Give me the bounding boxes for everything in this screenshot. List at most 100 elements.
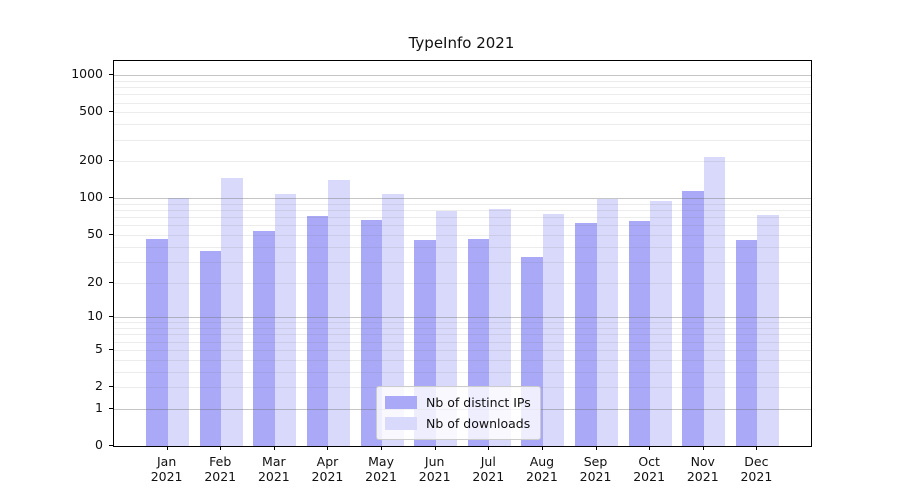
bar-distinct-ips [628,221,651,446]
x-tick-label: Jan 2021 [150,454,183,484]
bar-distinct-ips [735,240,758,446]
gridline-minor [114,349,811,351]
gridline-minor [114,328,811,330]
gridline-minor [114,322,811,324]
y-tick-label: 10 [87,308,103,324]
bar-distinct-ips [253,230,275,446]
y-tick-label: 100 [79,189,103,205]
legend-label: Nb of distinct IPs [426,395,531,410]
gridline-minor [114,341,811,343]
x-tick-label: Jul 2021 [472,454,505,484]
x-tick-mark [327,446,329,450]
gridline-minor [114,246,811,248]
bar-downloads [757,214,779,446]
bar-downloads [703,157,726,446]
x-tick-mark [488,446,490,450]
y-tick-mark [109,111,113,113]
gridline-minor [114,94,811,96]
x-tick-mark [541,446,543,450]
y-tick-mark [109,233,113,235]
gridline-minor [114,203,811,205]
gridline-minor [114,359,811,361]
bar-downloads [167,198,190,446]
y-tick-mark [109,160,113,162]
x-tick-label: Aug 2021 [526,454,558,484]
x-tick-label: Apr 2021 [311,454,344,484]
y-tick-label: 5 [95,340,103,356]
x-tick-label: Mar 2021 [257,454,290,484]
gridline-minor [114,124,811,126]
y-tick-mark [109,74,113,76]
gridline-major [114,198,811,200]
gridline-minor [114,80,811,82]
x-tick-mark [756,446,758,450]
x-tick-mark [434,446,436,450]
y-tick-mark [109,407,113,409]
bar-downloads [328,180,350,446]
gridline-minor [114,282,811,284]
gridline-minor [114,371,811,373]
y-tick-mark [109,281,113,283]
gridline-minor [114,139,811,141]
y-tick-label: 200 [79,152,103,168]
bar-downloads [650,200,672,446]
y-tick-mark [109,316,113,318]
gridline-minor [114,261,811,263]
gridline-minor [114,210,811,212]
gridline-minor [114,334,811,336]
gridline-minor [114,225,811,227]
gridline-minor [114,102,811,104]
y-tick-mark [109,348,113,350]
chart-title: TypeInfo 2021 [408,34,515,52]
legend-label: Nb of downloads [426,416,531,431]
legend: Nb of distinct IPs Nb of downloads [376,386,541,440]
y-tick-mark [109,197,113,199]
bar-distinct-ips [682,190,704,446]
gridline-minor [114,234,811,236]
x-tick-label: Oct 2021 [633,454,666,484]
y-tick-label: 1000 [71,66,103,82]
gridline-minor [114,112,811,114]
x-tick-mark [649,446,651,450]
y-tick-mark [109,445,113,446]
y-tick-mark [109,386,113,388]
bar-downloads [274,194,297,446]
y-tick-label: 500 [79,103,103,119]
x-tick-label: Nov 2021 [686,454,719,484]
y-tick-label: 0 [95,437,103,452]
legend-item: Nb of distinct IPs [385,392,531,413]
legend-swatch [385,417,417,430]
bar-distinct-ips [575,222,597,446]
gridline-minor [114,217,811,219]
x-tick-label: May 2021 [365,454,397,484]
x-tick-label: Jun 2021 [418,454,451,484]
x-tick-mark [273,446,275,450]
x-tick-label: Sep 2021 [579,454,612,484]
y-tick-label: 50 [87,225,103,241]
x-tick-mark [166,446,168,450]
x-tick-mark [595,446,597,450]
legend-item: Nb of downloads [385,413,531,434]
y-tick-label: 1 [95,399,103,415]
bar-downloads [221,177,243,446]
x-tick-label: Feb 2021 [204,454,237,484]
x-tick-label: Dec 2021 [740,454,773,484]
bar-downloads [382,194,404,446]
bar-downloads [596,199,618,446]
bar-distinct-ips [307,215,329,446]
y-tick-label: 2 [95,378,103,394]
gridline-major [114,75,811,77]
legend-swatch [385,396,417,409]
gridline-major [114,317,811,319]
x-tick-mark [702,446,704,450]
x-tick-mark [381,446,383,450]
bar-distinct-ips [146,239,168,446]
bar-downloads [542,213,565,446]
bar-distinct-ips [199,250,222,446]
y-tick-label: 20 [87,273,103,289]
gridline-minor [114,161,811,163]
gridline-minor [114,87,811,89]
grid-layer [114,61,811,446]
x-tick-mark [220,446,222,450]
